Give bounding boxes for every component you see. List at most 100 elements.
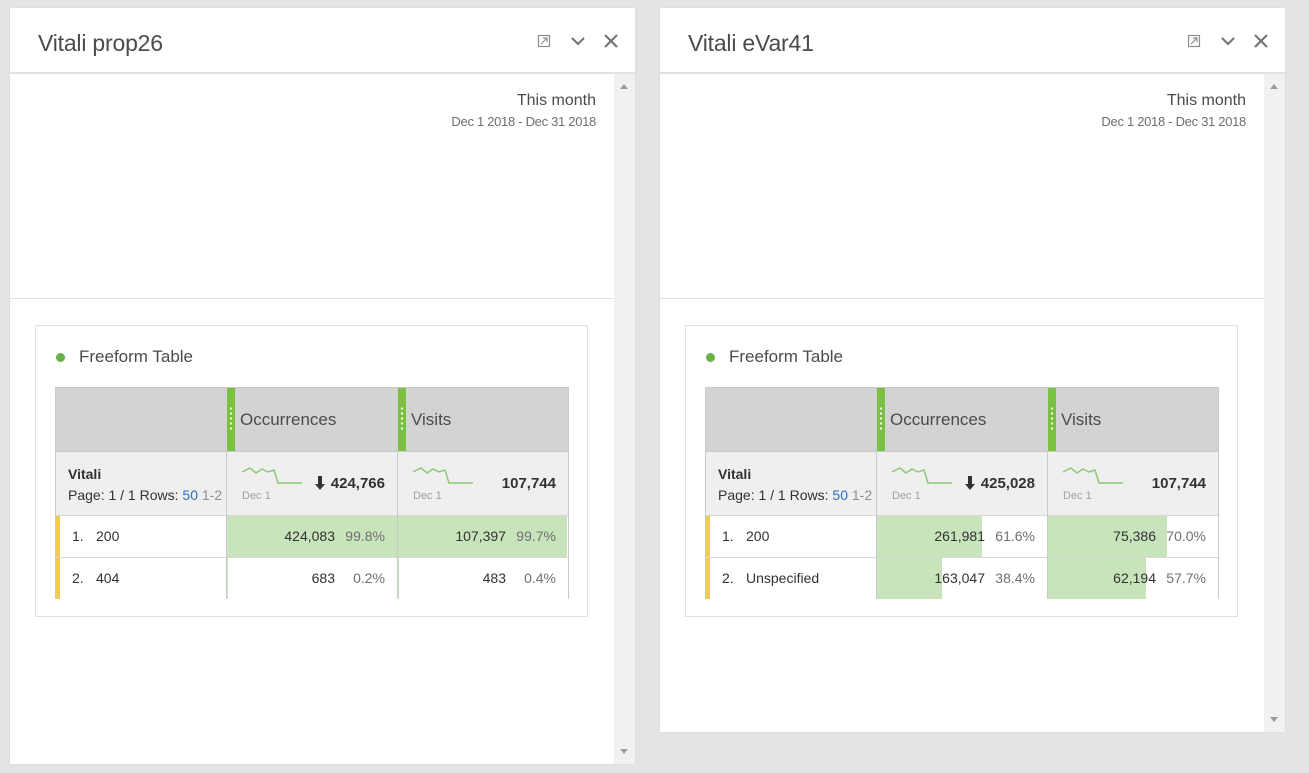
row-range: 1-2 xyxy=(851,487,873,503)
value-bar xyxy=(1048,516,1167,557)
total-occurrences: 424,766 xyxy=(330,475,385,492)
table-summary-row: Vitali Page: 1 / 1 Rows: 50 1-2 Dec 1 42… xyxy=(706,451,1218,515)
row-item[interactable]: 404 xyxy=(96,570,120,586)
cell-visits: 107,397 99.7% xyxy=(398,516,568,557)
date-range: This month Dec 1 2018 - Dec 31 2018 xyxy=(1101,92,1246,129)
panel-vitali-evar41: Vitali eVar41 This month Dec 1 2018 - De… xyxy=(660,8,1285,732)
dimension-name: Vitali xyxy=(68,466,102,482)
dimension-name: Vitali xyxy=(718,466,752,482)
pager: Page: 1 / 1 Rows: 50 1-2 xyxy=(718,487,872,503)
cell-value: 483 xyxy=(482,570,506,586)
date-range-value: Dec 1 2018 - Dec 31 2018 xyxy=(1101,114,1246,129)
scroll-down-icon[interactable] xyxy=(1270,717,1278,722)
collapse-icon[interactable] xyxy=(535,32,553,50)
column-header-visits[interactable]: Visits xyxy=(398,388,568,451)
arrow-down-icon xyxy=(315,476,325,490)
table-row[interactable]: 1. 200 424,083 99.8% 107,397 99.7% xyxy=(56,515,568,557)
freeform-table-visualization: Freeform Table Occurrences Visits Vitali xyxy=(35,325,588,617)
column-label: Occurrences xyxy=(240,410,337,429)
panel-title: Vitali eVar41 xyxy=(688,30,814,56)
pager-text: Page: 1 / 1 Rows: xyxy=(718,487,829,503)
status-dot-icon xyxy=(56,353,65,362)
row-item[interactable]: 200 xyxy=(746,528,770,544)
cell-value: 107,397 xyxy=(455,528,506,544)
sparkline-icon xyxy=(241,467,302,484)
panel-header: Vitali prop26 xyxy=(10,8,635,74)
column-divider xyxy=(876,451,877,599)
sparkline-label: Dec 1 xyxy=(413,490,442,502)
value-bar xyxy=(398,558,399,599)
cell-visits: 62,194 57.7% xyxy=(1048,558,1218,599)
value-bar xyxy=(398,516,568,557)
cell-percent: 99.7% xyxy=(516,528,556,544)
cell-percent: 99.8% xyxy=(345,528,385,544)
sparkline-icon xyxy=(1062,467,1123,484)
column-header-visits[interactable]: Visits xyxy=(1048,388,1218,451)
cell-occurrences: 261,981 61.6% xyxy=(877,516,1047,557)
row-accent xyxy=(56,516,60,557)
row-item[interactable]: 200 xyxy=(96,528,120,544)
table-row[interactable]: 2. Unspecified 163,047 38.4% 62,194 57.7… xyxy=(706,557,1218,599)
cell-value: 62,194 xyxy=(1113,570,1156,586)
scroll-down-icon[interactable] xyxy=(620,749,628,754)
date-range: This month Dec 1 2018 - Dec 31 2018 xyxy=(451,92,596,129)
row-accent xyxy=(56,558,60,599)
vertical-scrollbar[interactable] xyxy=(1264,74,1285,732)
column-drag-handle[interactable] xyxy=(398,388,406,451)
table-row[interactable]: 1. 200 261,981 61.6% 75,386 70.0% xyxy=(706,515,1218,557)
row-item[interactable]: Unspecified xyxy=(746,570,820,586)
column-header-occurrences[interactable]: Occurrences xyxy=(877,388,1047,451)
cell-visits: 75,386 70.0% xyxy=(1048,516,1218,557)
column-label: Visits xyxy=(1061,410,1102,429)
cell-value: 163,047 xyxy=(934,570,985,586)
chevron-down-icon[interactable] xyxy=(569,32,587,50)
scroll-up-icon[interactable] xyxy=(1270,84,1278,89)
close-icon[interactable] xyxy=(1252,32,1270,50)
divider xyxy=(660,298,1264,299)
sparkline-label: Dec 1 xyxy=(892,490,921,502)
cell-value: 75,386 xyxy=(1113,528,1156,544)
value-bar xyxy=(1048,558,1147,599)
rows-per-page-link[interactable]: 50 xyxy=(182,487,198,503)
row-rank: 2. xyxy=(722,570,734,586)
column-label: Occurrences xyxy=(890,410,987,429)
cell-value: 683 xyxy=(311,570,335,586)
vertical-scrollbar[interactable] xyxy=(614,74,635,764)
cell-visits: 483 0.4% xyxy=(398,558,568,599)
chevron-down-icon[interactable] xyxy=(1219,32,1237,50)
divider xyxy=(10,298,614,299)
scroll-up-icon[interactable] xyxy=(620,84,628,89)
freeform-table: Occurrences Visits Vitali Page: 1 / 1 Ro… xyxy=(55,387,569,599)
cell-occurrences: 424,083 99.8% xyxy=(227,516,397,557)
column-drag-handle[interactable] xyxy=(227,388,235,451)
row-rank: 2. xyxy=(72,570,84,586)
total-visits: 107,744 xyxy=(501,475,556,492)
table-header-row: Occurrences Visits xyxy=(706,388,1218,451)
column-drag-handle[interactable] xyxy=(1048,388,1056,451)
table-row[interactable]: 2. 404 683 0.2% 483 0.4% xyxy=(56,557,568,599)
viz-title[interactable]: Freeform Table xyxy=(729,347,844,366)
value-bar xyxy=(877,516,982,557)
total-visits: 107,744 xyxy=(1151,475,1206,492)
close-icon[interactable] xyxy=(602,32,620,50)
viz-title[interactable]: Freeform Table xyxy=(79,347,194,366)
date-range-title: This month xyxy=(1166,92,1246,109)
table-summary-row: Vitali Page: 1 / 1 Rows: 50 1-2 Dec 1 42… xyxy=(56,451,568,515)
column-drag-handle[interactable] xyxy=(877,388,885,451)
panel-vitali-prop26: Vitali prop26 This month Dec 1 2018 - De… xyxy=(10,8,635,764)
cell-percent: 57.7% xyxy=(1166,570,1206,586)
freeform-table: Occurrences Visits Vitali Page: 1 / 1 Ro… xyxy=(705,387,1219,599)
collapse-icon[interactable] xyxy=(1185,32,1203,50)
date-range-value: Dec 1 2018 - Dec 31 2018 xyxy=(451,114,596,129)
panel-header: Vitali eVar41 xyxy=(660,8,1285,74)
cell-percent: 0.2% xyxy=(353,570,385,586)
pager-text: Page: 1 / 1 Rows: xyxy=(68,487,179,503)
column-header-occurrences[interactable]: Occurrences xyxy=(227,388,397,451)
date-range-title: This month xyxy=(516,92,596,109)
sparkline-icon xyxy=(412,467,473,484)
rows-per-page-link[interactable]: 50 xyxy=(832,487,848,503)
row-accent xyxy=(706,558,710,599)
sparkline-label: Dec 1 xyxy=(242,490,271,502)
row-rank: 1. xyxy=(72,528,84,544)
row-rank: 1. xyxy=(722,528,734,544)
